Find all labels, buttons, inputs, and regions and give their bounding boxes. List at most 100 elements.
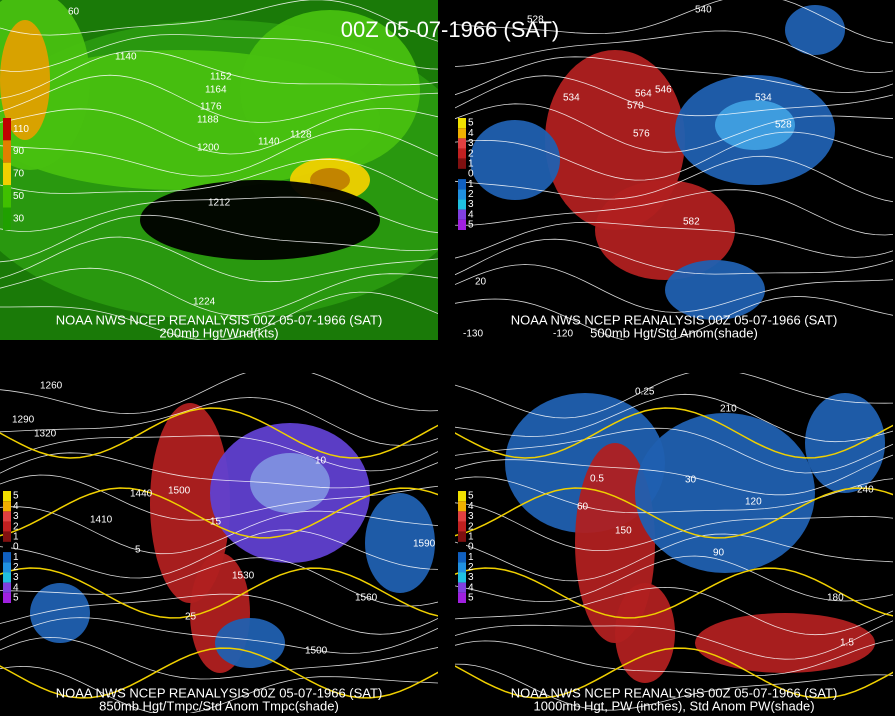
contour-label: 30 [685,475,697,486]
legend-label: 5 [13,593,19,604]
contour-label: 0.25 [635,387,655,398]
contour-label: 90 [713,548,725,559]
legend-swatch [458,491,466,502]
contour-line [0,108,438,155]
panel-content: 0.250.5 3060901201501802102401.5543210123… [455,373,893,713]
legend-label: 1 [468,531,474,542]
panel-caption: NOAA NWS NCEP REANALYSIS 00Z 05-07-1966 … [56,685,383,700]
legend-label: 0 [468,542,474,553]
legend-swatch [3,552,11,563]
shaded-field [785,5,845,55]
isoline [0,567,438,619]
legend-swatch [458,572,466,583]
contour-label: 1560 [355,593,378,604]
legend-label: 5 [13,491,19,502]
contour-line [455,296,893,340]
shaded-field [215,618,285,668]
legend-label: 5 [468,593,474,604]
legend-label: 4 [13,501,19,512]
legend-label: 4 [13,582,19,593]
contour-label: 1320 [34,429,57,440]
contour-line [0,158,438,201]
contour-line [0,0,438,42]
contour-line [0,214,438,263]
contour-label: 120 [745,497,762,508]
panel-caption: NOAA NWS NCEP REANALYSIS 00Z 05-07-1966 … [56,312,383,327]
contour-label: 1590 [413,539,436,550]
isoline [455,407,893,459]
contour-label: 210 [720,404,737,415]
legend-label: 90 [13,146,25,157]
contour-line [455,502,893,551]
isoline [455,647,893,699]
legend-label: 5 [468,220,474,231]
legend-label: 1 [468,158,474,169]
contour-label: 5 [135,545,141,556]
contour-label: 15 [210,517,222,528]
legend-swatch [458,148,466,159]
legend-swatch [458,592,466,603]
legend-swatch [3,521,11,532]
contour-label: 1290 [12,415,35,426]
contour-line [0,50,438,99]
legend-swatch [458,189,466,200]
legend-label: 2 [468,148,474,159]
legend-swatch [458,531,466,542]
legend-label: 2 [468,562,474,573]
legend-swatch [458,511,466,522]
contour-label: 25 [185,612,197,623]
contour-line [455,663,893,711]
contour-label: 1440 [130,489,153,500]
contour-label: 528 [775,120,792,131]
legend-swatch [3,491,11,502]
contour-line [455,454,893,496]
legend-swatch [458,158,466,169]
legend-swatch [3,511,11,522]
legend-swatch [3,592,11,603]
contour-line [455,75,893,117]
contour-line [455,131,893,181]
legend-swatch [3,582,11,593]
contour-line [455,30,893,74]
contour-label: 534 [563,93,580,104]
contour-line [455,238,893,276]
contour-label: 1410 [90,515,113,526]
isoline [455,567,893,619]
legend-label: 110 [13,124,29,135]
legend-label: 4 [468,128,474,139]
legend-swatch [3,541,11,553]
contour-label: 1.5 [840,638,854,649]
contour-label: 1500 [168,486,191,497]
panel-caption: NOAA NWS NCEP REANALYSIS 00Z 05-07-1966 … [511,685,838,700]
legend-swatch [458,552,466,563]
legend-swatch [458,209,466,220]
legend-swatch [458,219,466,230]
contour-line [455,586,893,636]
contour-label: 1500 [305,646,328,657]
contour-line [455,0,893,44]
legend-label: 30 [13,213,25,224]
legend-label: 4 [468,209,474,220]
isoline [0,407,438,459]
contour-line [455,264,893,313]
contour-label: 0.5 [590,474,604,485]
legend-label: 0 [468,169,474,180]
contour-label: 10 [315,456,327,467]
contour-line [0,452,438,489]
legend-swatch [458,521,466,532]
shaded-field [635,413,815,573]
contour-label: 60 [68,7,80,18]
panel-caption: 850mb Hgt/Tmpc/Std Anom Tmpc(shade) [99,698,339,713]
contour-label: 576 [633,129,650,140]
legend-label: 3 [13,511,19,522]
legend-label: 0 [13,542,19,553]
legend-label: 3 [13,572,19,583]
legend-label: 1 [13,552,19,563]
map-panel: 0.250.5 3060901201501802102401.5543210123… [455,373,893,713]
contour-line [455,56,893,96]
legend-swatch [3,501,11,512]
contour-label: 534 [755,93,772,104]
legend-label: 4 [468,582,474,593]
contour-line [0,529,438,579]
